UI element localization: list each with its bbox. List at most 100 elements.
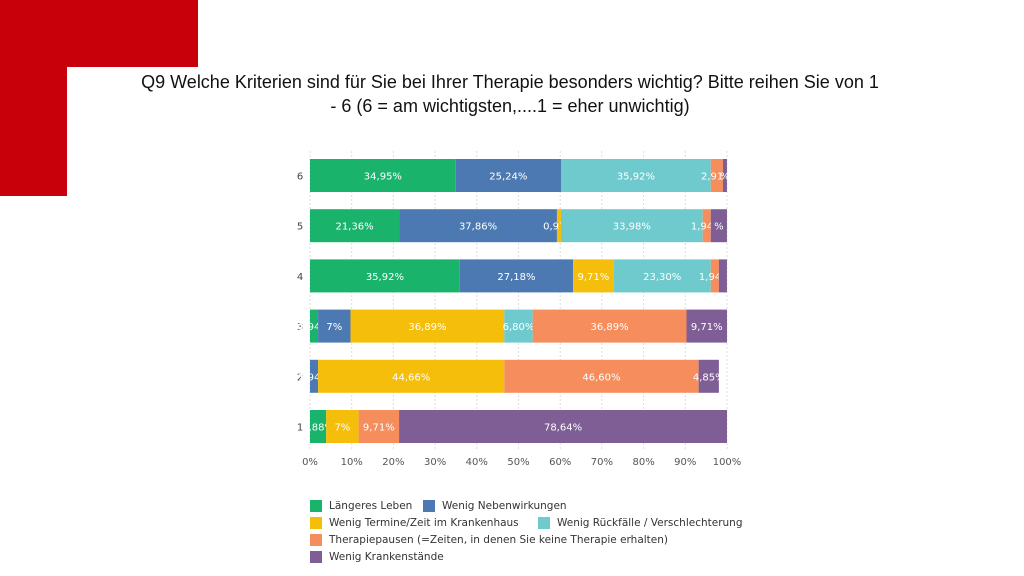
legend-swatch bbox=[310, 551, 322, 563]
data-label: 9,71% bbox=[691, 322, 723, 333]
legend-item: Wenig Rückfälle / Verschlechterung bbox=[538, 517, 743, 529]
bar-segment bbox=[318, 309, 351, 343]
x-tick-label: 10% bbox=[341, 457, 363, 468]
data-label: 9,71% bbox=[577, 272, 609, 283]
bar-segment bbox=[710, 159, 723, 192]
data-label: 7% bbox=[326, 322, 342, 333]
title-line-1: Q9 Welche Kriterien sind für Sie bei Ihr… bbox=[141, 72, 879, 92]
data-label: 9,71% bbox=[363, 423, 395, 434]
legend-label: Wenig Rückfälle / Verschlechterung bbox=[557, 517, 743, 529]
bar-segment bbox=[613, 259, 711, 293]
data-label: 37,86% bbox=[459, 222, 497, 233]
legend-label: Längeres Leben bbox=[329, 500, 413, 512]
slide-title: Q9 Welche Kriterien sind für Sie bei Ihr… bbox=[80, 70, 940, 118]
bar-segment bbox=[718, 259, 727, 293]
legend-swatch bbox=[310, 534, 322, 546]
bar-segment bbox=[560, 159, 711, 192]
bar-segment bbox=[326, 410, 359, 443]
data-label: 78,64% bbox=[544, 423, 582, 434]
data-label: 1,94% bbox=[691, 222, 723, 233]
bar-segment bbox=[556, 209, 561, 243]
data-label: 0,97% bbox=[543, 222, 575, 233]
data-label: 1,94% bbox=[298, 322, 330, 333]
legend-item: Wenig Nebenwirkungen bbox=[423, 500, 567, 512]
legend-item: Wenig Termine/Zeit im Krankenhaus bbox=[310, 517, 519, 529]
bar-segment bbox=[573, 259, 614, 293]
legend-item: Wenig Krankenstände bbox=[310, 551, 444, 563]
bar-segment bbox=[455, 159, 561, 192]
category-label: 4 bbox=[297, 272, 303, 283]
bar-segment bbox=[698, 359, 719, 393]
bar-segment bbox=[358, 410, 400, 443]
legend-swatch bbox=[423, 500, 435, 512]
category-label: 3 bbox=[297, 322, 303, 333]
data-label: 2,91% bbox=[701, 172, 733, 183]
data-label: % bbox=[714, 222, 724, 233]
legend-item: Therapiepausen (=Zeiten, in denen Sie ke… bbox=[310, 534, 668, 546]
data-label: 36,89% bbox=[591, 322, 629, 333]
legend-label: Therapiepausen (=Zeiten, in denen Sie ke… bbox=[329, 534, 669, 546]
bar-segment bbox=[504, 359, 699, 393]
bar-segment bbox=[686, 309, 727, 343]
data-label: 1,94% bbox=[298, 372, 330, 383]
data-label: 35,92% bbox=[617, 172, 655, 183]
bar-segment bbox=[310, 309, 319, 343]
category-label: 5 bbox=[297, 222, 303, 233]
bar-segment bbox=[399, 209, 557, 243]
legend-swatch bbox=[538, 517, 550, 529]
data-label: 4,85% bbox=[693, 372, 725, 383]
data-label: 3,88% bbox=[302, 423, 334, 434]
data-label: 1,94% bbox=[699, 272, 731, 283]
data-label: 21,36% bbox=[335, 222, 373, 233]
bar-segment bbox=[310, 359, 319, 393]
bar-segment bbox=[504, 309, 533, 343]
bar-segment bbox=[560, 209, 703, 243]
bar-segment bbox=[710, 209, 727, 243]
bar-segment bbox=[702, 209, 711, 243]
bar-segment bbox=[459, 259, 574, 293]
category-label: 1 bbox=[297, 423, 303, 434]
legend-swatch bbox=[310, 517, 322, 529]
x-tick-label: 60% bbox=[549, 457, 571, 468]
legend-label: Wenig Termine/Zeit im Krankenhaus bbox=[329, 517, 519, 529]
x-tick-label: 0% bbox=[302, 457, 318, 468]
x-tick-label: 70% bbox=[591, 457, 613, 468]
data-label: 23,30% bbox=[643, 272, 681, 283]
bar-segment bbox=[310, 410, 327, 443]
data-label: 34,95% bbox=[364, 172, 402, 183]
x-tick-label: 20% bbox=[382, 457, 404, 468]
x-tick-label: 100% bbox=[713, 457, 742, 468]
x-tick-label: 90% bbox=[674, 457, 696, 468]
bar-segment bbox=[350, 309, 505, 343]
bar-segment bbox=[532, 309, 687, 343]
title-line-2: - 6 (6 = am wichtigsten,....1 = eher unw… bbox=[330, 96, 690, 116]
bar-segment bbox=[710, 259, 719, 293]
x-tick-label: 40% bbox=[466, 457, 488, 468]
legend-label: Wenig Nebenwirkungen bbox=[442, 500, 567, 512]
category-label: 2 bbox=[297, 372, 303, 383]
data-label: 27,18% bbox=[497, 272, 535, 283]
legend-swatch bbox=[310, 500, 322, 512]
x-tick-label: 30% bbox=[424, 457, 446, 468]
data-label: 46,60% bbox=[582, 372, 620, 383]
data-label: % bbox=[720, 172, 730, 183]
legend-label: Wenig Krankenstände bbox=[329, 551, 444, 563]
x-tick-label: 50% bbox=[507, 457, 529, 468]
bar-segment bbox=[722, 159, 727, 192]
red-accent-left bbox=[0, 0, 67, 196]
bar-segment bbox=[399, 410, 727, 443]
data-label: 7% bbox=[334, 423, 350, 434]
data-label: 25,24% bbox=[489, 172, 527, 183]
data-label: 6,80% bbox=[503, 322, 535, 333]
bar-segment bbox=[318, 359, 505, 393]
data-label: 35,92% bbox=[366, 272, 404, 283]
category-label: 6 bbox=[297, 172, 303, 183]
data-label: 36,89% bbox=[408, 322, 446, 333]
bar-segment bbox=[310, 259, 460, 293]
data-label: 33,98% bbox=[613, 222, 651, 233]
bar-segment bbox=[310, 159, 456, 192]
data-label: 44,66% bbox=[392, 372, 430, 383]
legend-item: Längeres Leben bbox=[310, 500, 412, 512]
bar-segment bbox=[310, 209, 400, 243]
